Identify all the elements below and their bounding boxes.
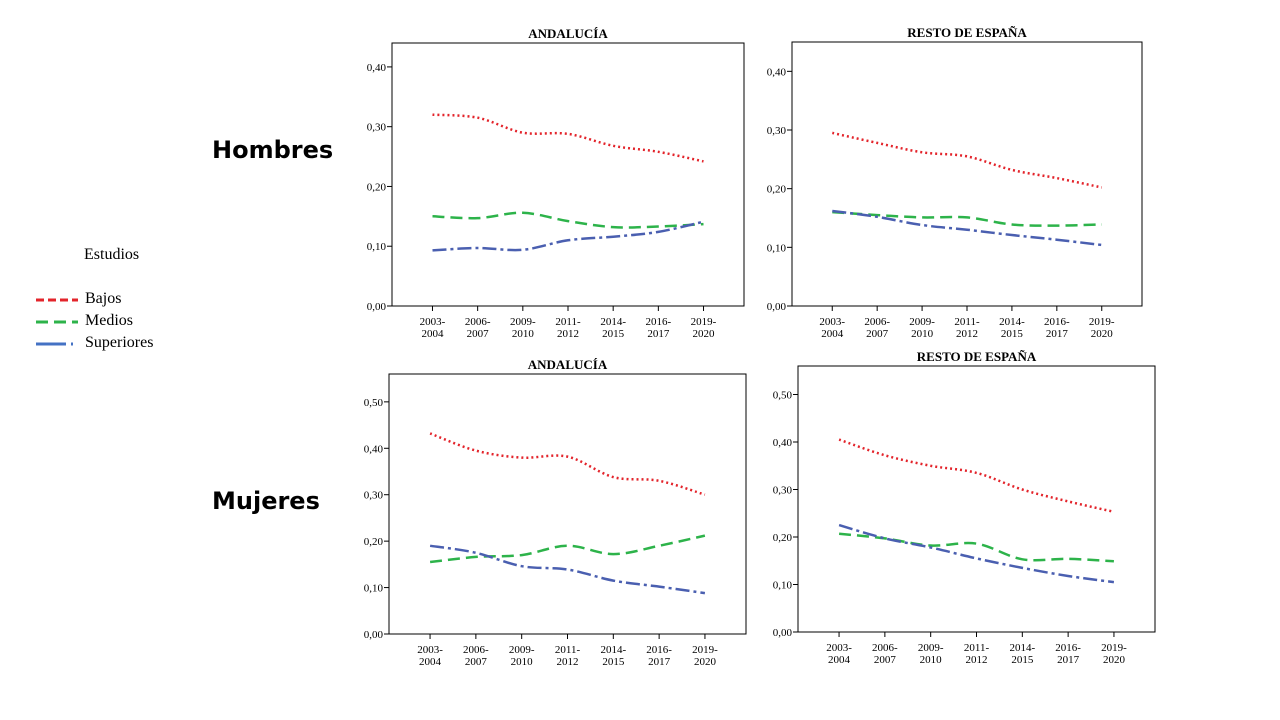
series-line-bajos [838, 438, 1115, 514]
y-tick-label: 0,30 [773, 485, 793, 497]
x-tick-label: 2016-2017 [1044, 316, 1070, 340]
chart-title: RESTO DE ESPAÑA [917, 349, 1037, 364]
y-tick-label: 0,40 [767, 66, 787, 78]
y-tick-label: 0,20 [773, 532, 793, 544]
y-tick-label: 0,00 [773, 627, 793, 639]
chart-resto-hombres: RESTO DE ESPAÑA 0,00 0,10 0,20 0,30 0,40 2003-… [767, 25, 1143, 340]
series-line-medios [832, 210, 1102, 227]
y-tick-label: 0,10 [367, 241, 387, 253]
x-tick-label: 2011-2012 [555, 316, 581, 340]
plot-frame [391, 42, 745, 307]
x-tick-label: 2009-2010 [510, 316, 536, 340]
y-tick-label: 0,50 [773, 390, 793, 402]
x-tick-label: 2019-2020 [1101, 642, 1127, 666]
legend-title: Estudios [84, 246, 140, 263]
chart-title: ANDALUCÍA [528, 357, 608, 372]
chart-andalucia-mujeres: ANDALUCÍA 0,00 0,10 0,20 0,30 0,40 0,50 2003-20… [364, 357, 747, 668]
x-tick-label: 2003-2004 [420, 316, 446, 340]
x-tick-label: 2009-2010 [509, 644, 535, 668]
y-tick-label: 0,30 [364, 490, 384, 502]
series-line-superiores [429, 544, 706, 595]
x-tick-label: 2011-2012 [964, 642, 990, 666]
series-line-medios [432, 211, 704, 229]
series-line-bajos [832, 131, 1103, 189]
plot-frame [791, 41, 1143, 307]
y-tick-label: 0,30 [767, 125, 787, 137]
row-label-mujeres: Mujeres [212, 487, 320, 515]
series-line-superiores [832, 209, 1102, 247]
x-tick-label: 2014-2015 [1009, 642, 1035, 666]
y-tick-label: 0,10 [773, 580, 793, 592]
series-line-medios [429, 534, 706, 564]
x-tick-label: 2014-2015 [999, 316, 1025, 340]
x-tick-label: 2009-2010 [918, 642, 944, 666]
series-line-superiores [838, 523, 1115, 584]
legend-label-bajos: Bajos [85, 290, 122, 307]
x-tick-label: 2006-2007 [872, 642, 898, 666]
series-line-superiores [432, 220, 704, 252]
legend-item-superiores: Superiores [34, 334, 204, 354]
y-tick-label: 0,10 [364, 583, 384, 595]
y-tick-label: 0,10 [767, 242, 787, 254]
x-tick-label: 2019-2020 [692, 644, 718, 668]
chart-title: ANDALUCÍA [528, 26, 608, 41]
y-tick-label: 0,00 [367, 301, 387, 313]
chart-andalucia-hombres: ANDALUCÍA 0,00 0,10 0,20 0,30 0,40 2003-2004 20… [367, 26, 745, 340]
x-tick-label: 2006-2007 [864, 316, 890, 340]
y-tick-label: 0,30 [367, 122, 387, 134]
series-line-bajos [432, 113, 704, 163]
x-tick-label: 2003-2004 [826, 642, 852, 666]
x-tick-label: 2019-2020 [1089, 316, 1115, 340]
legend-swatch-medios [36, 320, 78, 324]
series-line-medios [838, 532, 1114, 563]
chart-resto-mujeres: RESTO DE ESPAÑA 0,00 0,10 0,20 0,30 0,40 0,50 2… [773, 349, 1156, 666]
y-tick-label: 0,00 [767, 301, 787, 313]
y-tick-label: 0,20 [767, 184, 787, 196]
legend-swatch-bajos [36, 298, 78, 302]
legend: Estudios Bajos Medios Superiores [34, 246, 204, 361]
y-tick-label: 0,20 [364, 536, 384, 548]
series-line-bajos [429, 432, 706, 496]
legend-label-superiores: Superiores [85, 334, 154, 351]
plot-frame [797, 365, 1156, 633]
x-tick-label: 2011-2012 [555, 644, 581, 668]
y-tick-label: 0,40 [773, 437, 793, 449]
y-tick-label: 0,40 [364, 443, 384, 455]
legend-item-bajos: Bajos [34, 290, 204, 310]
x-tick-label: 2009-2010 [909, 316, 935, 340]
legend-swatch-superiores [36, 342, 78, 346]
y-tick-label: 0,00 [364, 629, 384, 641]
y-tick-label: 0,20 [367, 181, 387, 193]
x-tick-label: 2014-2015 [600, 316, 626, 340]
x-tick-label: 2006-2007 [465, 316, 491, 340]
x-tick-label: 2011-2012 [954, 316, 980, 340]
x-tick-label: 2016-2017 [646, 644, 672, 668]
y-tick-label: 0,40 [367, 62, 387, 74]
x-tick-label: 2003-2004 [819, 316, 845, 340]
y-tick-label: 0,50 [364, 397, 384, 409]
x-tick-label: 2003-2004 [417, 644, 443, 668]
x-tick-label: 2014-2015 [600, 644, 626, 668]
x-tick-label: 2016-2017 [646, 316, 672, 340]
legend-label-medios: Medios [85, 312, 133, 329]
chart-title: RESTO DE ESPAÑA [907, 25, 1027, 40]
legend-item-medios: Medios [34, 312, 204, 332]
row-label-hombres: Hombres [212, 136, 334, 164]
x-tick-label: 2016-2017 [1055, 642, 1081, 666]
x-tick-label: 2019-2020 [691, 316, 717, 340]
plot-frame [388, 373, 747, 635]
x-tick-label: 2006-2007 [463, 644, 489, 668]
